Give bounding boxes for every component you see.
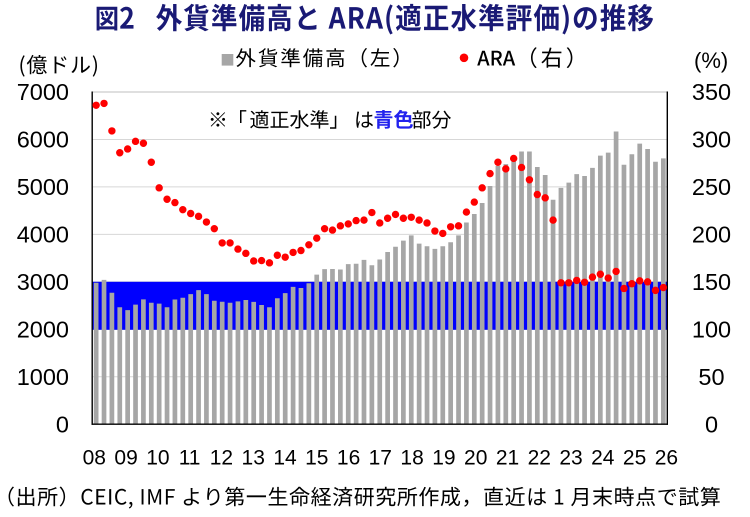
svg-text:13: 13 [242,447,265,470]
svg-text:100: 100 [692,317,731,343]
svg-text:22: 22 [528,447,551,470]
svg-text:15: 15 [305,447,328,470]
svg-text:7000: 7000 [17,79,69,105]
svg-text:11: 11 [179,447,201,470]
svg-text:200: 200 [692,222,731,248]
svg-text:10: 10 [146,447,169,470]
svg-text:1000: 1000 [17,364,69,390]
svg-text:14: 14 [273,447,297,470]
svg-text:250: 250 [692,174,731,200]
svg-text:50: 50 [698,364,724,390]
svg-text:0: 0 [56,411,69,437]
svg-text:20: 20 [464,447,487,470]
svg-text:25: 25 [623,447,646,470]
svg-text:23: 23 [559,447,582,470]
svg-text:0: 0 [705,411,718,437]
svg-text:5000: 5000 [17,174,69,200]
svg-text:17: 17 [369,447,392,470]
svg-text:12: 12 [210,447,233,470]
svg-text:09: 09 [114,447,137,470]
svg-text:24: 24 [591,447,615,470]
svg-text:300: 300 [692,127,731,153]
svg-text:4000: 4000 [17,222,69,248]
svg-text:08: 08 [83,447,106,470]
svg-text:18: 18 [400,447,423,470]
svg-text:3000: 3000 [17,269,69,295]
svg-text:150: 150 [692,269,731,295]
svg-text:26: 26 [655,447,678,470]
svg-text:(%): (%) [694,48,728,73]
svg-text:19: 19 [432,447,455,470]
svg-text:6000: 6000 [17,127,69,153]
svg-text:2000: 2000 [17,317,69,343]
svg-text:21: 21 [496,447,519,470]
svg-text:16: 16 [337,447,360,470]
svg-text:350: 350 [692,79,731,105]
